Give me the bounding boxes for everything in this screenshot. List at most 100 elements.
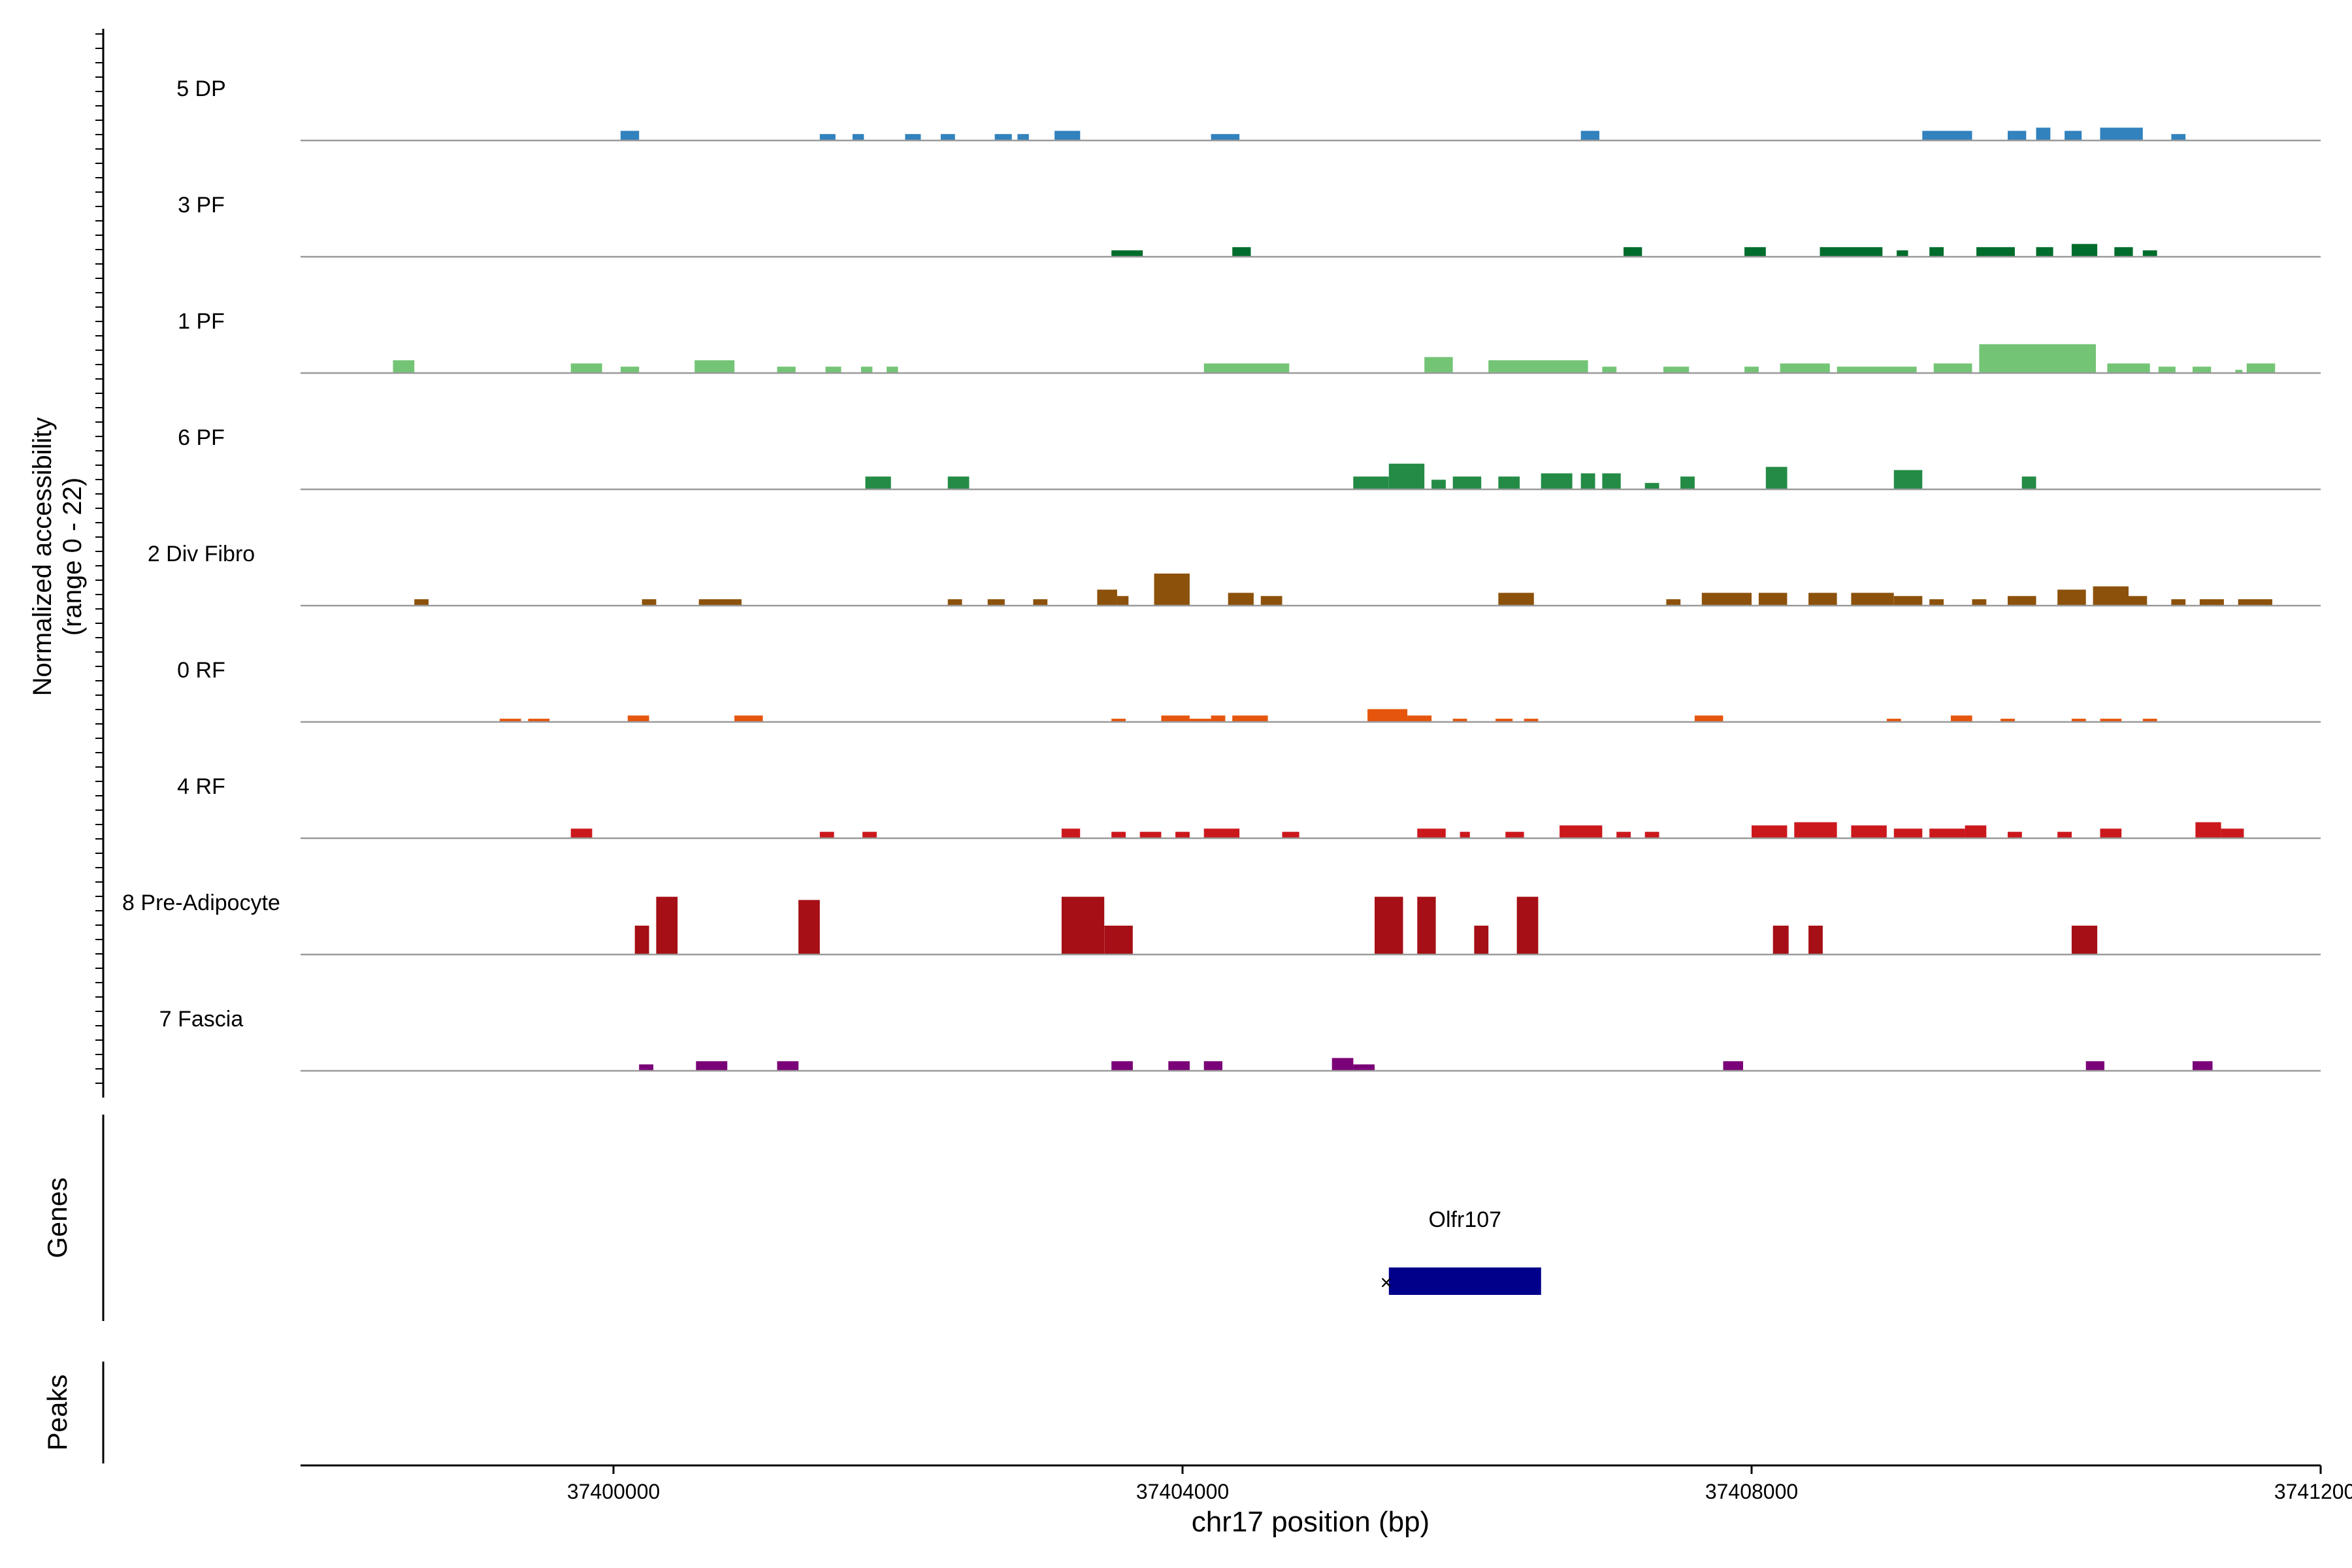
coverage-peak — [1808, 925, 1823, 955]
coverage-peak — [2195, 822, 2221, 838]
track-6-pf: 6 PF — [178, 425, 2321, 491]
coverage-peak — [2114, 247, 2133, 257]
coverage-peak — [620, 367, 640, 373]
coverage-peak — [2021, 476, 2036, 489]
coverage-peak — [1211, 134, 1240, 140]
strand-arrow-icon: × — [1380, 1271, 1392, 1294]
coverage-peak — [2008, 131, 2027, 140]
coverage-peak — [2158, 367, 2176, 373]
coverage-peak — [620, 131, 640, 140]
coverage-peak — [1541, 473, 1573, 489]
coverage-peak — [798, 900, 820, 955]
coverage-peak — [1772, 925, 1789, 955]
coverage-peak — [2085, 1061, 2104, 1071]
coverage-peak — [1033, 599, 1048, 606]
gene-olfr107: × Olfr107 — [1380, 1207, 1541, 1295]
x-axis: 37400000 37404000 37408000 37412000 — [301, 1464, 2352, 1503]
track-label: 8 Pre-Adipocyte — [122, 890, 280, 915]
coverage-peak — [2057, 832, 2072, 838]
coverage-peak — [2246, 363, 2276, 373]
coverage-peak — [1758, 593, 1788, 606]
coverage-peak — [1922, 131, 1972, 140]
track-label: 1 PF — [178, 309, 225, 334]
coverage-peak — [734, 715, 763, 722]
coverage-peak — [2100, 828, 2122, 838]
coverage-peak — [1893, 470, 1923, 489]
track-label: 0 RF — [177, 658, 225, 683]
coverage-peak — [819, 134, 836, 140]
coverage-peak — [1161, 715, 1190, 722]
coverage-peak — [2057, 589, 2086, 606]
coverage-peak — [414, 599, 429, 606]
track-7-fascia: 7 Fascia — [159, 1007, 2321, 1072]
coverage-peak — [2199, 599, 2224, 606]
coverage-peak — [1168, 1061, 1190, 1071]
coverage-peak — [1972, 599, 1987, 606]
coverage-peak — [1580, 131, 1599, 140]
coverage-peak — [1624, 247, 1642, 257]
coverage-peak — [570, 363, 602, 373]
coverage-peak — [1104, 925, 1133, 955]
coverage-peak — [1616, 832, 1631, 838]
coverage-peak — [852, 134, 864, 140]
coverage-peak — [1820, 247, 1883, 257]
coverage-peak — [1111, 1061, 1133, 1071]
coverage-peak — [1061, 828, 1081, 838]
coverage-peak — [1560, 825, 1603, 838]
accessibility-axis — [95, 29, 105, 1098]
coverage-peak — [947, 599, 962, 606]
track-label: 4 RF — [177, 774, 225, 799]
x-axis-label: chr17 position (bp) — [1192, 1506, 1429, 1538]
coverage-peak — [825, 367, 841, 373]
coverage-peak — [2238, 599, 2272, 606]
coverage-peak — [1388, 463, 1425, 489]
coverage-peak — [1154, 573, 1190, 606]
coverage-peak — [696, 1061, 728, 1071]
coverage-peak — [1367, 709, 1408, 722]
coverage-peak — [1094, 896, 1105, 955]
coverage-peak — [1780, 363, 1830, 373]
coverage-peak — [2171, 134, 2186, 140]
coverage-peak — [1663, 367, 1690, 373]
coverage-peak — [1933, 363, 1972, 373]
coverage-peak — [987, 599, 1005, 606]
coverage-peak — [1460, 832, 1470, 838]
coverage-peak — [994, 134, 1012, 140]
coverage-peak — [1498, 476, 1520, 489]
gene-label: Olfr107 — [1429, 1207, 1502, 1232]
track-0-rf: 0 RF — [177, 658, 2321, 723]
coverage-peak — [1054, 131, 1081, 140]
coverage-peak — [1111, 832, 1126, 838]
coverage-peak — [2071, 925, 2098, 955]
coverage-peak — [1808, 593, 1837, 606]
coverage-peak — [1701, 593, 1752, 606]
coverage-tracks: 5 DP 3 PF 1 PF 6 PF 2 Div Fibro 0 RF 4 RF 8 Pre… — [122, 76, 2321, 1072]
coverage-peak — [2142, 250, 2157, 257]
coverage-peak — [1976, 247, 2015, 257]
coverage-peak — [1117, 596, 1129, 606]
coverage-peak — [2142, 719, 2157, 722]
coverage-peak — [777, 367, 796, 373]
coverage-peak — [1139, 832, 1162, 838]
track-4-rf: 4 RF — [177, 774, 2321, 840]
coverage-peak — [1424, 357, 1453, 373]
coverage-peak — [1495, 719, 1513, 722]
coverage-peak — [1203, 828, 1240, 838]
x-tick-label: 37404000 — [1136, 1480, 1229, 1503]
coverage-peak — [2193, 367, 2212, 373]
track-2-div-fibro: 2 Div Fibro — [148, 542, 2321, 607]
coverage-peak — [2193, 1061, 2213, 1071]
coverage-peak — [1488, 360, 1588, 373]
coverage-peak — [2001, 719, 2015, 722]
coverage-peak — [1407, 715, 1432, 722]
coverage-peak — [2071, 244, 2098, 257]
coverage-peak — [1950, 715, 1972, 722]
track-8-pre-adipocyte: 8 Pre-Adipocyte — [122, 890, 2321, 956]
coverage-peak — [2235, 370, 2243, 373]
gene-exon — [1388, 1267, 1541, 1295]
x-tick-label: 37400000 — [567, 1480, 660, 1503]
coverage-peak — [1765, 466, 1788, 489]
coverage-peak — [1666, 599, 1681, 606]
x-tick-label: 37408000 — [1705, 1480, 1798, 1503]
coverage-peak — [1929, 828, 1965, 838]
